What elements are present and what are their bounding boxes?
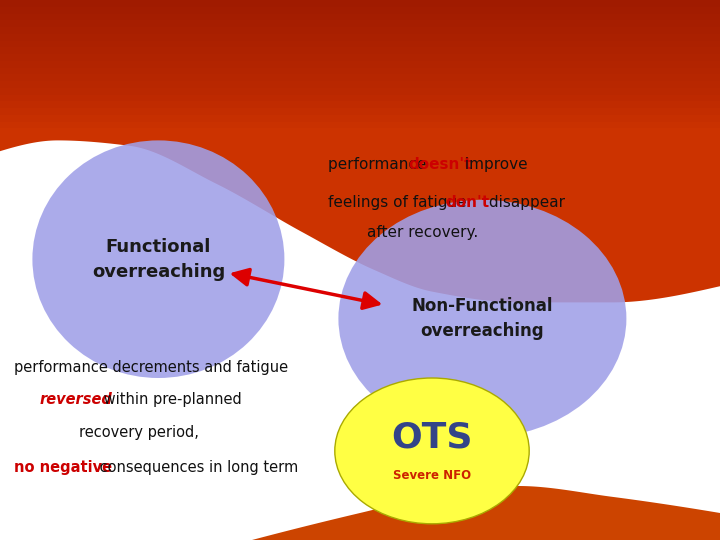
Text: doesn't: doesn't <box>408 157 472 172</box>
Text: within pre-planned: within pre-planned <box>99 392 241 407</box>
Text: performance decrements and fatigue: performance decrements and fatigue <box>14 360 289 375</box>
Text: no negative: no negative <box>14 460 112 475</box>
Polygon shape <box>0 0 720 302</box>
Ellipse shape <box>32 140 284 378</box>
Text: improve: improve <box>460 157 528 172</box>
Text: recovery period,: recovery period, <box>79 424 199 440</box>
Text: consequences in long term: consequences in long term <box>95 460 298 475</box>
Text: reversed: reversed <box>40 392 112 407</box>
Text: Non-Functional
overreaching: Non-Functional overreaching <box>412 297 553 340</box>
Text: don't: don't <box>445 195 489 210</box>
Text: feelings of fatigue: feelings of fatigue <box>328 195 471 210</box>
Text: Functional
overreaching: Functional overreaching <box>91 238 225 281</box>
Polygon shape <box>252 486 720 540</box>
Text: disappear: disappear <box>484 195 565 210</box>
Ellipse shape <box>338 200 626 437</box>
Ellipse shape <box>335 378 529 524</box>
Text: Severe NFO: Severe NFO <box>393 469 471 482</box>
Text: OTS: OTS <box>391 421 473 454</box>
Text: after recovery.: after recovery. <box>367 225 479 240</box>
Text: performance: performance <box>328 157 431 172</box>
